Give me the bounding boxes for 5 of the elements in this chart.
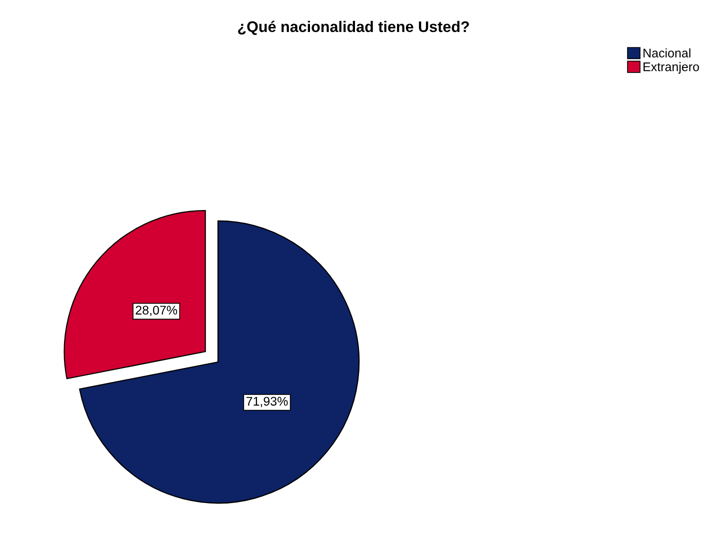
legend-label: Nacional <box>644 48 690 58</box>
chart-title: ¿Qué nacionalidad tiene Usted? <box>238 20 469 35</box>
data-label: 71,93% <box>246 396 288 408</box>
data-label: 28,07% <box>136 306 178 316</box>
legend-label: Extranjero <box>644 62 699 74</box>
